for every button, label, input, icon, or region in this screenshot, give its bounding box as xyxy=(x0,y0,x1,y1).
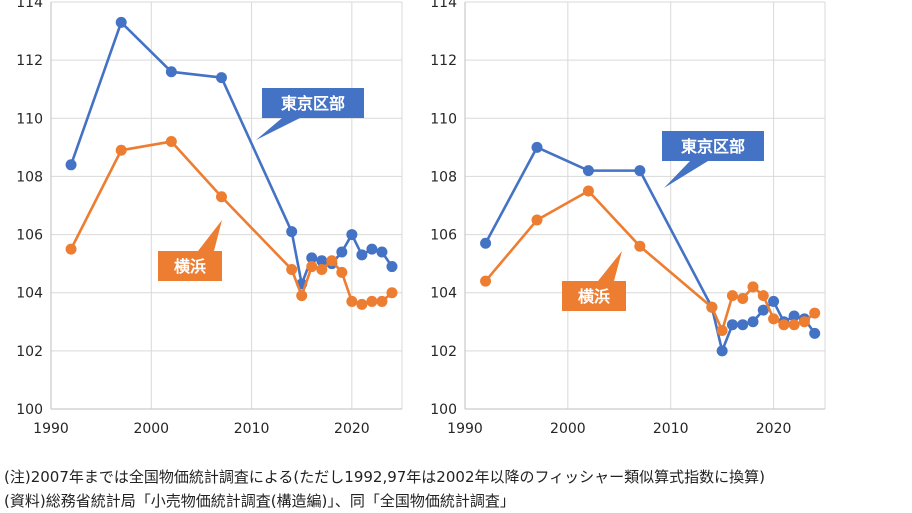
data-point xyxy=(306,252,318,264)
callout-box xyxy=(662,131,764,161)
data-point xyxy=(336,266,348,278)
footnote-note: (注)2007年までは全国物価統計調査による(ただし1992,97年は2002年… xyxy=(4,468,766,486)
data-point xyxy=(115,16,127,28)
data-point xyxy=(115,144,127,156)
data-point xyxy=(165,66,177,78)
data-point xyxy=(480,237,492,249)
data-point xyxy=(747,316,759,328)
y-tick-label: 102 xyxy=(430,344,457,360)
data-point xyxy=(326,255,338,267)
data-point xyxy=(726,290,738,302)
data-point xyxy=(366,295,378,307)
data-point xyxy=(768,295,780,307)
data-point xyxy=(726,319,738,331)
y-tick-label: 106 xyxy=(430,228,457,244)
data-point xyxy=(788,310,800,322)
data-point xyxy=(716,345,728,357)
y-tick-label: 104 xyxy=(16,286,43,302)
series-label: 東京区部 xyxy=(681,137,745,156)
data-point xyxy=(296,290,308,302)
footnote-source: (資料)総務省統計局「小売物価統計調査(構造編)」、同「全国物価統計調査」 xyxy=(4,492,515,510)
x-tick-label: 2000 xyxy=(133,421,169,437)
data-point xyxy=(798,316,810,328)
y-tick-label: 104 xyxy=(430,286,457,302)
y-tick-label: 100 xyxy=(16,402,43,418)
x-tick-label: 1990 xyxy=(33,421,69,437)
series-line-tokyo xyxy=(484,146,816,353)
series-label: 横浜 xyxy=(578,287,610,306)
y-tick-label: 114 xyxy=(430,0,457,11)
series-line-yokohama xyxy=(69,140,393,306)
data-point xyxy=(809,327,821,339)
y-tick-label: 108 xyxy=(16,169,43,185)
y-tick-label: 108 xyxy=(430,169,457,185)
data-point xyxy=(215,191,227,203)
data-point xyxy=(480,275,492,287)
y-tick-label: 110 xyxy=(430,111,457,127)
data-point xyxy=(376,246,388,258)
data-point xyxy=(386,287,398,299)
data-point xyxy=(757,290,769,302)
data-point xyxy=(376,295,388,307)
data-point xyxy=(531,214,543,226)
data-point xyxy=(215,72,227,84)
data-point xyxy=(336,246,348,258)
y-tick-label: 112 xyxy=(16,53,43,69)
data-point xyxy=(316,263,328,275)
data-point xyxy=(582,165,594,177)
y-tick-label: 114 xyxy=(16,0,43,11)
data-point xyxy=(286,226,298,238)
x-tick-label: 2020 xyxy=(756,421,792,437)
data-point xyxy=(65,243,77,255)
callout-pointer xyxy=(664,161,708,188)
data-point xyxy=(757,304,769,316)
data-point xyxy=(386,261,398,273)
callout-box xyxy=(158,251,222,281)
data-point xyxy=(737,293,749,305)
data-point xyxy=(531,141,543,153)
data-point xyxy=(737,319,749,331)
data-point xyxy=(346,229,358,241)
data-point xyxy=(809,307,821,319)
y-tick-label: 112 xyxy=(430,53,457,69)
data-point xyxy=(346,295,358,307)
data-point xyxy=(366,243,378,255)
callout-pointer xyxy=(256,118,300,140)
y-tick-label: 106 xyxy=(16,228,43,244)
x-tick-label: 2000 xyxy=(550,421,586,437)
callout-box xyxy=(262,88,364,118)
data-point xyxy=(356,298,368,310)
x-tick-label: 1990 xyxy=(447,421,483,437)
data-point xyxy=(65,159,77,171)
y-tick-label: 110 xyxy=(16,111,43,127)
x-tick-label: 2020 xyxy=(334,421,370,437)
data-point xyxy=(582,185,594,197)
data-point xyxy=(747,281,759,293)
data-point xyxy=(306,261,318,273)
series-label: 横浜 xyxy=(174,257,206,276)
data-point xyxy=(716,325,728,337)
data-point xyxy=(768,313,780,325)
data-point xyxy=(316,255,328,267)
data-point xyxy=(778,319,790,331)
data-point xyxy=(788,319,800,331)
data-point xyxy=(706,301,718,313)
chart-panel-2: 100 102 104 106 108 110 112 114 1990 2000 2010 2020… xyxy=(430,0,826,437)
x-tick-label: 2010 xyxy=(234,421,270,437)
callout-box xyxy=(562,281,626,311)
series-label: 東京区部 xyxy=(281,94,345,113)
chart-area: 100 102 104 106 108 110 112 114 1990 2000 2010 2020… xyxy=(16,0,826,437)
x-tick-label: 2010 xyxy=(653,421,689,437)
data-point xyxy=(165,136,177,148)
y-tick-label: 102 xyxy=(16,344,43,360)
callout-pointer xyxy=(598,251,622,281)
callout-pointer xyxy=(198,220,222,251)
data-point xyxy=(356,249,368,261)
data-point xyxy=(286,263,298,275)
y-tick-label: 100 xyxy=(430,402,457,418)
data-point xyxy=(634,165,646,177)
data-point xyxy=(634,240,646,252)
chart-panel-1: 100 102 104 106 108 110 112 114 1990 2000 2010 2020… xyxy=(16,0,403,437)
